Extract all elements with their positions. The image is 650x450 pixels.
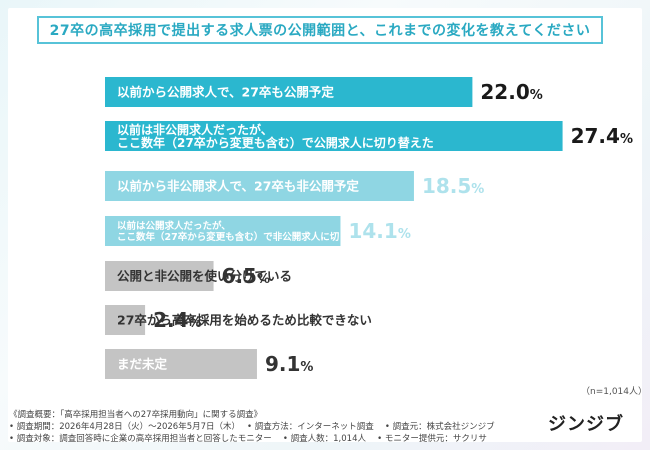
footer-details-1: • 調査期間：2026年4月28日（火）～2026年5月7日（木） • 調査方法… [9,422,495,432]
value-label: 6.5% [222,264,270,288]
value-label: 22.0% [480,80,542,104]
bar-row: 以前から公開求人で、27卒も公開予定 22.0% [105,77,543,107]
bar-label: 以前から公開求人で、27卒も公開予定 [117,85,334,100]
bar-row: 以前は公開求人だったが、ここ数年（27卒から変更も含む）で非公開求人に切り替えた… [105,216,411,246]
sample-size-note: （n=1,014人） [581,387,648,397]
value-label: 9.1% [265,352,313,376]
chart-title: 27卒の高卒採用で提出する求人票の公開範囲と、これまでの変化を教えてください [37,16,603,44]
bar-label: 以前から非公開求人で、27卒も非公開予定 [117,179,359,194]
footer-summary: 《調査概要：「高卒採用担当者への27卒採用動向」に関する調査》 [9,410,263,420]
bar-label: ここ数年（27卒から変更も含む）で公開求人に切り替えた [117,135,434,150]
value-label: 27.4% [571,124,633,148]
bar-row: まだ未定 9.1% [105,349,313,379]
bar [105,216,341,246]
value-label: 14.1% [348,219,410,243]
bar [105,121,563,151]
bar-label: ここ数年（27卒から変更も含む）で非公開求人に切り替えた [117,231,377,243]
bar [105,77,473,107]
value-label: 2.4% [153,308,201,332]
bar-label: 以前は公開求人だったが、 [117,220,231,232]
bar [105,305,146,335]
footer-details-2: • 調査対象：調査回答時に企業の高卒採用担当者と回答したモニター • 調査人数：… [9,434,487,444]
bar-label: 公開と非公開を使い分けている [117,269,292,284]
value-label: 18.5% [422,174,484,198]
bar-row: 以前は非公開求人だったが、ここ数年（27卒から変更も含む）で公開求人に切り替えた… [105,121,633,151]
brand-logo: ジンジブ [548,414,624,435]
bar-label: 以前は非公開求人だったが、 [117,122,273,137]
bar [105,171,414,201]
bar-label: まだ未定 [117,357,168,372]
bar-label: 27卒から高卒採用を始めるため比較できない [117,313,372,328]
bar-row: 以前から非公開求人で、27卒も非公開予定 18.5% [105,171,484,201]
bar [105,349,257,379]
bar [105,261,214,291]
